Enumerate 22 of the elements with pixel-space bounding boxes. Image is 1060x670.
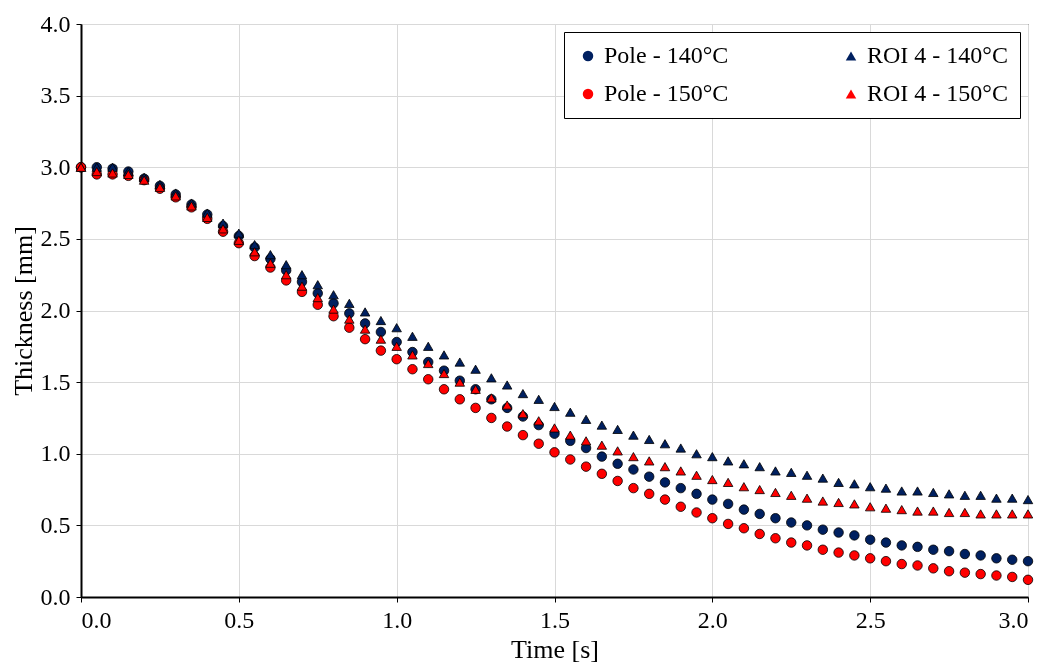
y-axis-title: Thickness [mm]	[8, 226, 38, 396]
x-tick-label: 2.0	[697, 606, 728, 633]
x-tick-label: 3.0	[998, 606, 1029, 633]
legend-label: ROI 4 - 140°C	[867, 42, 1008, 68]
legend-label: ROI 4 - 150°C	[867, 80, 1008, 106]
x-tick-label: 2.5	[855, 606, 886, 633]
y-tick-label: 1.5	[40, 368, 71, 395]
y-tick-label: 4.0	[40, 10, 71, 37]
x-tick-label: 0.0	[81, 606, 112, 633]
legend-label: Pole - 140°C	[604, 42, 729, 68]
y-tick-label: 1.0	[40, 440, 71, 467]
x-tick-label: 0.5	[224, 606, 255, 633]
x-tick-label: 1.0	[382, 606, 413, 633]
y-tick-label: 0.0	[40, 583, 71, 610]
legend-label: Pole - 150°C	[604, 80, 729, 106]
y-tick-label: 2.5	[40, 225, 71, 252]
x-axis-title: Time [s]	[511, 634, 599, 664]
y-tick-label: 3.0	[40, 153, 71, 180]
y-tick-label: 0.5	[40, 511, 71, 538]
y-tick-label: 3.5	[40, 82, 71, 109]
y-tick-label: 2.0	[40, 297, 71, 323]
x-tick-label: 1.5	[540, 606, 570, 633]
